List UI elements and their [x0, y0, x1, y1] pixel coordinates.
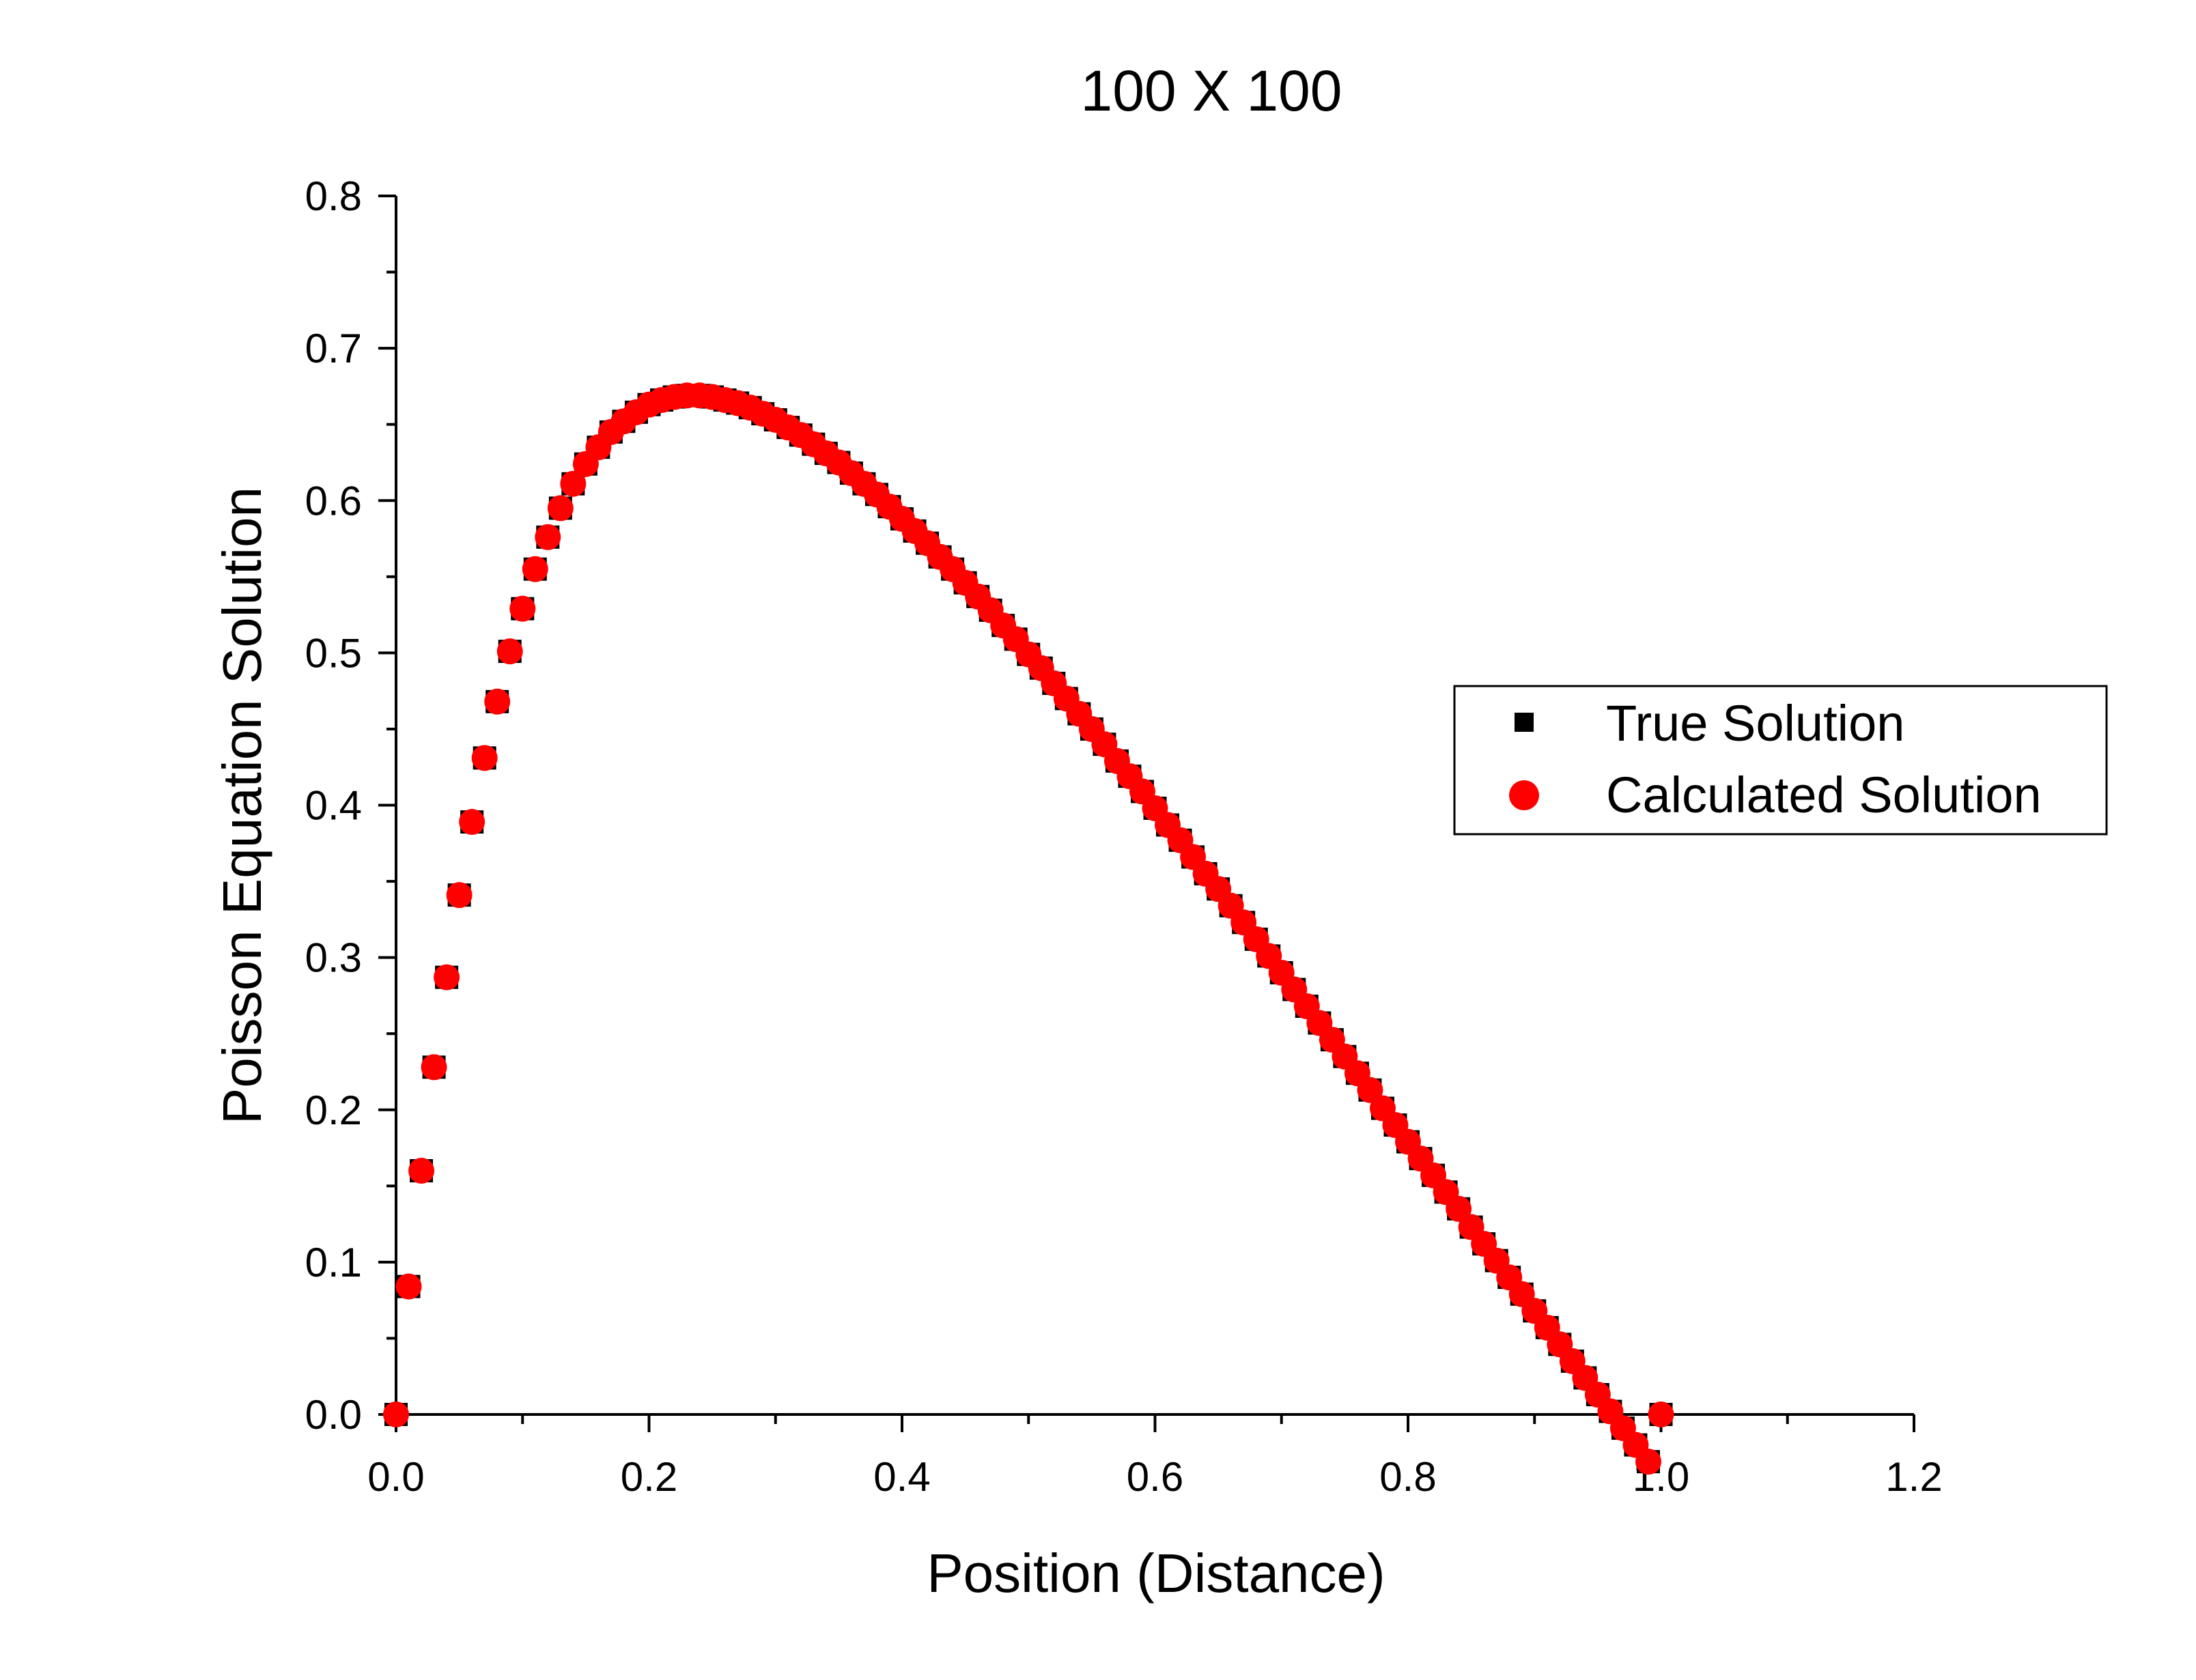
legend: True Solution Calculated Solution — [1453, 685, 2108, 836]
calculated-solution-point — [1635, 1449, 1661, 1475]
y-tick-label: 0.2 — [305, 1087, 362, 1133]
calculated-solution-point — [509, 595, 536, 622]
x-axis-title: Position (Distance) — [927, 1543, 1385, 1604]
y-tick-label: 0.5 — [305, 630, 362, 676]
y-tick-label: 0.3 — [305, 935, 362, 981]
calculated-solution-point — [535, 524, 561, 550]
y-tick-label: 0.7 — [305, 326, 362, 371]
calculated-solution-point — [1446, 1195, 1472, 1222]
x-tick-label: 0.8 — [1379, 1454, 1436, 1500]
calculated-solution-point — [434, 964, 460, 991]
calculated-solution-point — [522, 556, 548, 582]
calculated-solution-point — [496, 638, 523, 665]
y-tick-label: 0.8 — [305, 173, 362, 219]
y-axis: 0.0 0.1 0.2 0.3 0.4 0.5 0.6 0.7 0.8 — [305, 173, 397, 1438]
legend-true-marker — [1515, 713, 1534, 732]
legend-calculated-marker — [1509, 780, 1539, 810]
series-calculated-solution — [383, 382, 1674, 1475]
y-tick-label: 0.1 — [305, 1240, 362, 1285]
x-tick-label: 0.0 — [367, 1454, 424, 1500]
x-tick-label: 0.6 — [1127, 1454, 1183, 1500]
calculated-solution-point — [484, 688, 511, 715]
legend-calculated-label: Calculated Solution — [1606, 767, 2042, 823]
calculated-solution-point — [1648, 1401, 1674, 1427]
x-tick-label: 1.2 — [1885, 1454, 1942, 1500]
calculated-solution-point — [471, 745, 498, 771]
x-axis: 0.0 0.2 0.4 0.6 0.8 1.0 1.2 — [367, 1413, 1943, 1500]
y-axis-title: Poisson Equation Solution — [212, 487, 272, 1124]
calculated-solution-point — [395, 1273, 422, 1300]
calculated-solution-point — [547, 495, 574, 522]
y-tick-label: 0.6 — [305, 478, 362, 524]
y-tick-label: 0.4 — [305, 783, 362, 829]
chart-title: 100 X 100 — [1080, 59, 1342, 123]
x-tick-label: 0.4 — [873, 1454, 930, 1500]
x-tick-label: 0.2 — [621, 1454, 677, 1500]
calculated-solution-point — [459, 809, 485, 836]
calculated-solution-point — [1357, 1077, 1383, 1103]
calculated-solution-point — [560, 470, 587, 497]
legend-true-label: True Solution — [1606, 695, 1904, 752]
calculated-solution-point — [408, 1158, 435, 1184]
y-tick-label: 0.0 — [305, 1392, 362, 1438]
calculated-solution-point — [383, 1401, 409, 1427]
legend-box — [1453, 685, 2108, 836]
calculated-solution-point — [446, 882, 473, 909]
calculated-solution-point — [421, 1054, 447, 1081]
